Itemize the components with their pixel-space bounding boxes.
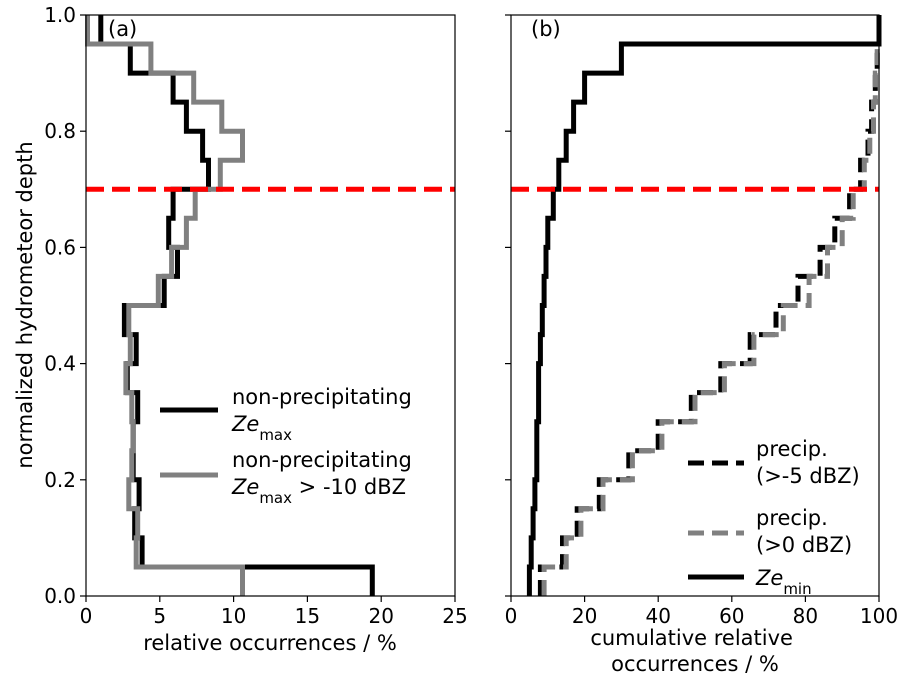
- panel-a-x-axis-label: relative occurrences / %: [143, 631, 397, 655]
- panel-a-x-tick-label: 5: [153, 604, 166, 628]
- panel-a-x-tick-label: 10: [221, 604, 246, 628]
- panel-b-x-tick-label: 40: [645, 604, 670, 628]
- panel-a-y-tick-label: 1.0: [44, 3, 76, 27]
- panel-b-frame: [510, 14, 880, 597]
- panel-b-x-tick-label: 80: [793, 604, 818, 628]
- panel-b: 0 20 40 60 80 100 (b) cumulative relative occ…: [505, 14, 898, 676]
- panel-b-label: (b): [531, 17, 561, 41]
- panel-a-label: (a): [108, 17, 137, 41]
- panel-a-x-tick-label: 25: [442, 604, 467, 628]
- panel-a-y-tick-label: 0.4: [44, 352, 76, 376]
- panel-b-series-1-line: [541, 15, 882, 596]
- y-axis-label: normalized hydrometeor depth: [13, 141, 37, 468]
- panel-a-legend: non-precipitating Zemax non-precipitatin…: [160, 385, 419, 507]
- panel-b-x-axis-label: cumulative relative occurrences / %: [590, 626, 799, 676]
- panel-b-legend: precip. (>-5 dBZ) precip. (>0 dBZ) Zemin: [688, 437, 860, 598]
- panel-b-x-tick-label: 100: [860, 604, 898, 628]
- legend-label-precip-m5: precip. (>-5 dBZ): [756, 437, 860, 488]
- panel-a: 0 5 10 15 20 25 0.0 0.2 0.4 0.6 0.8 1.0 (a) relativ…: [44, 3, 468, 655]
- panel-a-x-tick-label: 0: [80, 604, 93, 628]
- panel-a-y-tick-label: 0.0: [44, 584, 76, 608]
- panel-a-series-0-line: [98, 15, 375, 596]
- panel-b-ticks: 0 20 40 60 80 100: [505, 14, 898, 628]
- legend-label-precip-0: precip. (>0 dBZ): [756, 506, 852, 557]
- panel-a-x-tick-label: 15: [295, 604, 320, 628]
- panel-a-x-tick-label: 20: [368, 604, 393, 628]
- panel-a-frame: [85, 14, 456, 597]
- panel-a-y-tick-label: 0.2: [44, 468, 76, 492]
- panel-b-plot-area: [511, 15, 882, 596]
- panel-b-x-tick-label: 60: [719, 604, 744, 628]
- panel-b-series-2-line: [526, 15, 882, 596]
- panel-a-series-1-line: [85, 15, 245, 596]
- panel-b-x-tick-label: 20: [572, 604, 597, 628]
- legend-label-zemin: Zemin: [755, 566, 812, 598]
- panel-a-plot-area: [85, 15, 455, 596]
- legend-label-nonprecip-zemax-gt: non-precipitating Zemax > -10 dBZ: [231, 448, 419, 507]
- panel-a-ticks: 0 5 10 15 20 25 0.0 0.2 0.4 0.6 0.8 1.0: [44, 3, 468, 628]
- panel-a-y-tick-label: 0.6: [44, 235, 76, 259]
- legend-label-nonprecip-zemax: non-precipitating Zemax: [231, 385, 419, 444]
- panel-b-x-tick-label: 0: [505, 604, 518, 628]
- panel-a-y-tick-label: 0.8: [44, 119, 76, 143]
